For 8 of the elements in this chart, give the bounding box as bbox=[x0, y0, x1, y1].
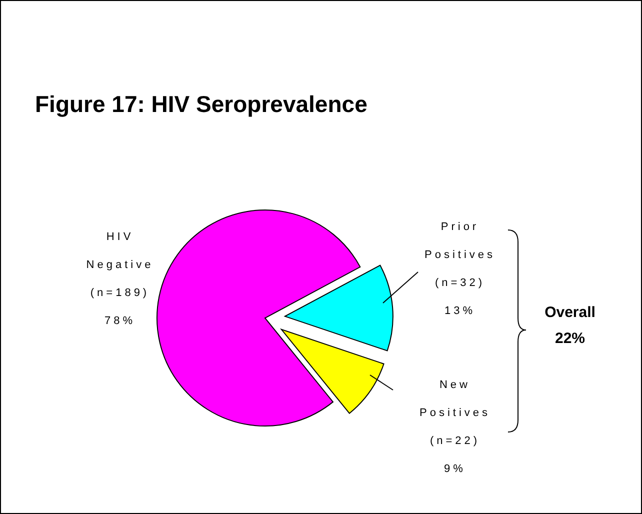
chart-title: Figure 17: HIV Seroprevalence bbox=[35, 91, 368, 117]
category-label: New Positives bbox=[419, 379, 491, 419]
text: (n=32) 13% bbox=[434, 277, 486, 317]
text: Overall 22% bbox=[544, 304, 596, 347]
category-label: HIV Negative bbox=[86, 231, 154, 271]
category-label: Prior Positives bbox=[424, 221, 496, 261]
text: (n=22) 9% bbox=[430, 435, 480, 475]
text: (n=189) 78% bbox=[90, 287, 150, 327]
